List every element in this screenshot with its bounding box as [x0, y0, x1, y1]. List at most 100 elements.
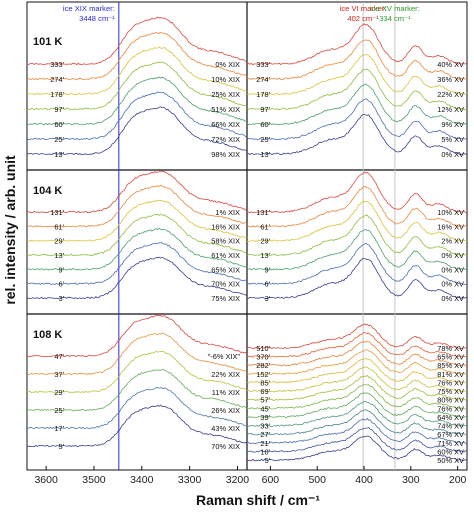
x-tick-label: 3400 — [130, 474, 154, 486]
spectrum-trace — [246, 392, 468, 419]
spectrum-trace — [246, 214, 468, 257]
panel-frames — [26, 1, 468, 471]
marker-label: ice XIX marker: — [63, 4, 115, 13]
spectrum-trace — [246, 23, 468, 66]
time-label: 282' — [256, 361, 270, 370]
xv-fraction-label: 71% XV — [437, 439, 464, 448]
x-tick-label: 400 — [355, 474, 373, 486]
spectrum-trace — [26, 31, 248, 81]
spectrum-trace — [246, 200, 468, 242]
xv-fraction-label: 60% XV — [437, 447, 464, 456]
time-label: 57' — [260, 396, 270, 405]
spectrum-trace — [246, 366, 468, 393]
spectrum-trace — [26, 404, 248, 448]
x-tick-label: 3200 — [226, 474, 250, 486]
time-label: 9' — [264, 265, 270, 274]
spectrum-trace — [26, 256, 248, 300]
marker-value: 402 cm⁻¹ — [347, 14, 379, 23]
spectrum-trace — [247, 384, 467, 410]
xv-fraction-label: 22% XV — [437, 90, 464, 99]
oh-fraction-label: 75% XIX — [211, 294, 240, 303]
spectrum-trace — [246, 257, 468, 300]
time-label: 21' — [260, 439, 270, 448]
temperature-label: 108 K — [33, 329, 62, 341]
x-tick-label: 600 — [262, 474, 280, 486]
xv-fraction-label: 0% XV — [441, 150, 464, 159]
xv-fraction-label: 5% XV — [441, 135, 464, 144]
oh-fraction-label: 1% XIX — [215, 208, 240, 217]
xv-fraction-label: 12% XV — [437, 105, 464, 114]
x-tick-label: 3300 — [178, 474, 202, 486]
marker-value: 334 cm⁻¹ — [379, 14, 411, 23]
marker-label: ice VI marker: — [340, 4, 387, 13]
oh-fraction-label: 70% XIX — [211, 442, 240, 451]
time-label: 25' — [260, 135, 270, 144]
spectrum-trace — [246, 417, 468, 444]
spectrum-trace — [26, 332, 248, 376]
oh-fraction-label: 11% XIX — [212, 388, 240, 397]
xv-fraction-label: 9% XV — [441, 120, 464, 129]
oh-fraction-label: 61% XIX — [211, 251, 240, 260]
xv-fraction-label: 80% XV — [437, 396, 464, 405]
spectrum-trace — [246, 54, 468, 96]
spectrum-trace — [246, 435, 468, 462]
time-label: 60' — [54, 120, 64, 129]
time-label: 3' — [58, 294, 64, 303]
xv-fraction-label: 40% XV — [437, 60, 464, 69]
marker-label: ice XV marker: — [370, 4, 420, 13]
oh-fraction-label: 22% XIX — [211, 370, 240, 379]
time-label: 47' — [54, 352, 64, 361]
spectrum-trace — [246, 83, 468, 126]
spectrum-trace — [26, 368, 248, 412]
spectrum-trace — [246, 228, 468, 271]
spectrum-trace — [246, 427, 468, 453]
x-tick-label: 3500 — [82, 474, 106, 486]
xv-fraction-label: 78% XV — [437, 344, 464, 353]
x-tick-label: 500 — [308, 474, 326, 486]
spectrum-trace — [246, 171, 467, 214]
time-label: 510' — [256, 344, 270, 353]
temperature-label: 104 K — [33, 185, 62, 197]
spectrum-trace — [26, 91, 248, 141]
time-label: 274' — [256, 75, 270, 84]
axis-ticks: 3600 3500 3400 3300 3200 600 500 400 300 200 — [34, 466, 467, 486]
spectrum-trace — [246, 68, 468, 111]
time-label: 152' — [256, 370, 270, 379]
time-label: 5' — [264, 456, 270, 465]
time-label: 274' — [50, 75, 64, 84]
oh-fraction-label: 26% XIX — [211, 406, 240, 415]
xv-fraction-label: 50% XV — [437, 456, 464, 465]
spectrum-trace — [26, 350, 248, 394]
oh-fraction-label: 70% XIX — [211, 280, 240, 289]
oh-fraction-label: 51% XIX — [211, 105, 240, 114]
oh-fraction-label: 0% XIX — [215, 60, 240, 69]
xv-fraction-label: 16% XV — [437, 222, 464, 231]
spectrum-trace — [26, 46, 248, 96]
time-label: 17' — [54, 424, 64, 433]
xv-fraction-label: 0% XV — [441, 280, 464, 289]
time-label: 29' — [54, 388, 64, 397]
spectrum-trace — [246, 357, 468, 384]
x-tick-label: 3600 — [34, 474, 58, 486]
time-label: 13' — [260, 150, 270, 159]
time-label: 178' — [50, 90, 64, 99]
time-label: 61' — [54, 222, 64, 231]
xv-fraction-label: 85% XV — [437, 361, 464, 370]
time-label: 85' — [260, 378, 270, 387]
x-tick-label: 200 — [449, 474, 467, 486]
time-label: 370' — [256, 353, 270, 362]
xv-fraction-label: 75% XV — [437, 387, 464, 396]
oh-fraction-label: 72% XIX — [211, 135, 240, 144]
marker-value: 3448 cm⁻¹ — [79, 14, 115, 23]
spectrum-trace — [246, 409, 468, 436]
time-label: 97' — [54, 105, 64, 114]
spectrum-trace — [26, 242, 248, 286]
x-tick-label: 300 — [402, 474, 420, 486]
xv-fraction-label: 64% XV — [437, 413, 464, 422]
spectra-traces — [26, 16, 468, 462]
spectrum-trace — [26, 106, 248, 156]
time-label: 131' — [50, 208, 64, 217]
oh-fraction-label: 16% XIX — [211, 222, 240, 231]
spectrum-trace — [246, 114, 468, 156]
